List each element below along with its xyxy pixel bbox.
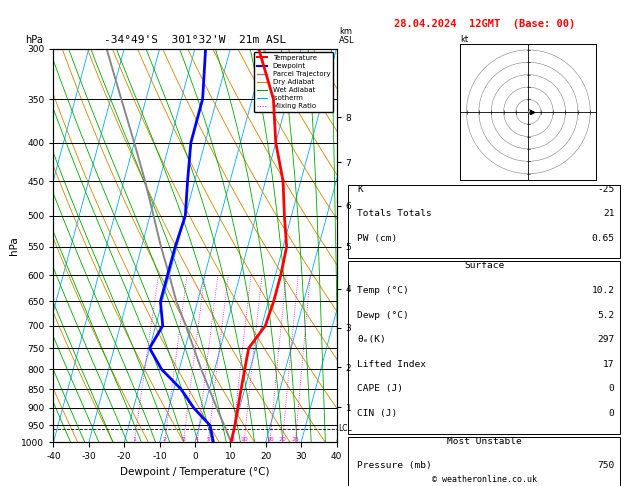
Text: km
ASL: km ASL xyxy=(340,27,355,45)
Text: 750: 750 xyxy=(598,461,615,470)
Text: 0.65: 0.65 xyxy=(591,234,615,243)
Text: -25: -25 xyxy=(598,185,615,194)
Text: Dewp (°C): Dewp (°C) xyxy=(357,311,409,320)
Text: CIN (J): CIN (J) xyxy=(357,409,397,418)
Title: -34°49'S  301°32'W  21m ASL: -34°49'S 301°32'W 21m ASL xyxy=(104,35,286,45)
Text: Surface: Surface xyxy=(464,261,504,271)
Bar xyxy=(348,185,620,259)
Bar xyxy=(348,437,620,486)
Text: Totals Totals: Totals Totals xyxy=(357,209,431,218)
Text: 17: 17 xyxy=(603,360,615,369)
Text: 28.04.2024  12GMT  (Base: 00): 28.04.2024 12GMT (Base: 00) xyxy=(394,19,575,30)
Legend: Temperature, Dewpoint, Parcel Trajectory, Dry Adiabat, Wet Adiabat, Isotherm, Mi: Temperature, Dewpoint, Parcel Trajectory… xyxy=(254,52,333,112)
Text: 5: 5 xyxy=(206,437,210,442)
Text: K: K xyxy=(357,185,363,194)
Text: hPa: hPa xyxy=(25,35,43,45)
Y-axis label: hPa: hPa xyxy=(9,236,19,255)
Text: Pressure (mb): Pressure (mb) xyxy=(357,461,431,470)
Text: Most Unstable: Most Unstable xyxy=(447,437,521,446)
X-axis label: Dewpoint / Temperature (°C): Dewpoint / Temperature (°C) xyxy=(120,467,270,477)
Text: Lifted Index: Lifted Index xyxy=(357,360,426,369)
Text: θₑ(K): θₑ(K) xyxy=(357,335,386,344)
Text: 0: 0 xyxy=(609,384,615,394)
Text: 1: 1 xyxy=(133,437,136,442)
Text: CAPE (J): CAPE (J) xyxy=(357,384,403,394)
Text: kt: kt xyxy=(460,35,469,44)
Text: 25: 25 xyxy=(291,437,299,442)
Text: 16: 16 xyxy=(266,437,274,442)
Text: LCL: LCL xyxy=(338,424,352,434)
Text: 21: 21 xyxy=(603,209,615,218)
Text: 10.2: 10.2 xyxy=(591,286,615,295)
Text: PW (cm): PW (cm) xyxy=(357,234,397,243)
Text: 2: 2 xyxy=(163,437,167,442)
Text: 3: 3 xyxy=(181,437,186,442)
Text: Temp (°C): Temp (°C) xyxy=(357,286,409,295)
Text: 5.2: 5.2 xyxy=(598,311,615,320)
Bar xyxy=(348,261,620,434)
Text: 4: 4 xyxy=(195,437,199,442)
Text: 0: 0 xyxy=(609,409,615,418)
Text: 10: 10 xyxy=(240,437,248,442)
Text: 8: 8 xyxy=(230,437,234,442)
Text: 297: 297 xyxy=(598,335,615,344)
Text: © weatheronline.co.uk: © weatheronline.co.uk xyxy=(432,474,537,484)
Text: 20: 20 xyxy=(279,437,286,442)
